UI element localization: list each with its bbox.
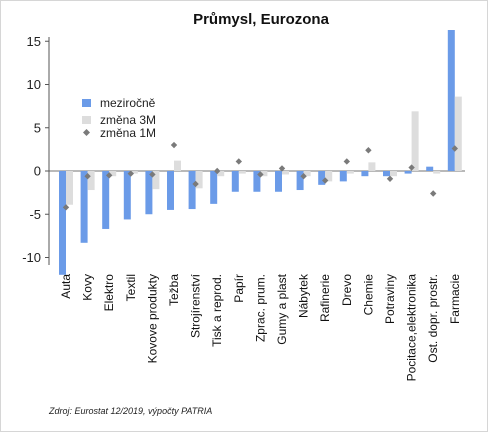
category-label: Kovy	[81, 274, 95, 301]
category-label: Gumy a plast	[275, 273, 289, 344]
bar-zmena-3m	[130, 171, 138, 174]
bar-mezirocne	[59, 171, 66, 275]
bar-mezirocne	[447, 30, 455, 171]
category-label: Papír	[232, 274, 246, 303]
category-label: Textil	[124, 274, 138, 301]
legend-swatch-mezirocne	[82, 99, 91, 107]
category-label: Tisk a reprod.	[210, 274, 224, 347]
y-tick-label: -5	[29, 207, 41, 222]
bar-zmena-3m	[346, 171, 354, 174]
point-zmena-1m	[430, 190, 437, 197]
legend-marker-zmena-1m	[83, 129, 90, 136]
legend-label-zmena-3m: změna 3M	[100, 113, 156, 127]
bar-mezirocne	[275, 171, 282, 192]
source-note: Zdroj: Eurostat 12/2019, výpočty PATRIA	[48, 406, 212, 416]
category-labels: Auta Kovy Elektro Textil Kovove produkty Težb…	[59, 273, 462, 381]
bar-zmena-3m	[260, 171, 268, 177]
category-label: Drevo	[340, 274, 354, 306]
legend-label-zmena-1m: změna 1M	[100, 126, 156, 140]
bar-zmena-3m	[303, 171, 311, 177]
point-zmena-1m	[106, 172, 113, 179]
point-zmena-1m	[365, 147, 372, 154]
point-zmena-1m	[84, 172, 91, 180]
bar-zmena-3m	[217, 171, 225, 177]
point-zmena-1m	[386, 175, 394, 182]
category-label: Elektro	[102, 274, 116, 312]
bar-mezirocne	[383, 171, 390, 177]
category-label: Zprac. prum.	[253, 274, 267, 342]
point-zmena-1m	[257, 171, 264, 178]
category-label: Težba	[167, 274, 181, 306]
legend-label-mezirocne: meziročně	[100, 96, 156, 110]
bar-mezirocne	[167, 171, 174, 210]
bar-zmena-3m	[195, 171, 203, 189]
bar-zmena-3m	[325, 171, 333, 182]
bar-zmena-3m	[109, 171, 117, 177]
bar-mezirocne	[231, 171, 239, 192]
point-zmena-1m	[214, 167, 221, 175]
category-label: Potraviny	[383, 274, 397, 324]
bar-mezirocne	[361, 171, 369, 177]
category-label: Strojírenství	[189, 273, 203, 338]
category-label: Farmacie	[448, 274, 462, 324]
bar-mezirocne	[123, 171, 131, 220]
bar-zmena-3m	[282, 171, 289, 175]
category-label: Ost. dopr. prostr.	[426, 274, 440, 363]
category-label: Auta	[59, 274, 73, 299]
bar-zmena-3m	[66, 171, 73, 205]
bar-zmena-3m	[152, 171, 160, 190]
chart-title: Průmysl, Eurozona	[193, 11, 330, 28]
point-zmena-1m	[300, 172, 307, 180]
point-zmena-1m	[408, 164, 415, 171]
legend: meziročně změna 3M změna 1M	[82, 96, 156, 140]
bar-zmena-3m	[87, 171, 95, 191]
y-tick-label: -10	[22, 250, 41, 265]
bar-mezirocne	[426, 166, 434, 171]
point-zmena-1m	[278, 165, 286, 172]
point-zmena-1m	[149, 171, 156, 178]
bar-mezirocne	[102, 171, 110, 229]
bar-zmena-3m	[454, 96, 462, 171]
bar-zmena-3m	[411, 111, 419, 171]
bar-mezirocne	[210, 171, 218, 204]
bar-mezirocne	[145, 171, 153, 215]
point-zmena-1m	[451, 145, 458, 152]
category-label: Chemie	[361, 274, 375, 316]
point-zmena-1m	[62, 204, 70, 211]
point-zmena-1m	[235, 158, 242, 165]
bar-zmena-3m	[174, 160, 181, 171]
point-zmena-1m	[343, 158, 350, 165]
bar-zmena-3m	[368, 162, 376, 171]
bar-zmena-3m	[433, 171, 441, 174]
bars	[59, 30, 462, 275]
points	[62, 141, 458, 211]
y-ticks: 15 10 5 0 -5 -10	[22, 34, 49, 265]
point-zmena-1m	[170, 141, 178, 149]
bar-mezirocne	[318, 171, 326, 185]
bar-zmena-3m	[390, 171, 397, 177]
legend-swatch-zmena-3m	[82, 116, 91, 124]
bar-mezirocne	[188, 171, 196, 210]
bar-mezirocne	[296, 171, 304, 191]
point-zmena-1m	[127, 170, 134, 177]
y-tick-label: 10	[27, 77, 41, 92]
bar-mezirocne	[339, 171, 347, 182]
y-tick-label: 15	[27, 34, 41, 49]
category-label: Rafinerie	[318, 274, 332, 322]
bar-zmena-3m	[238, 171, 246, 174]
point-zmena-1m	[192, 180, 199, 188]
point-zmena-1m	[322, 177, 329, 184]
bar-mezirocne	[253, 171, 261, 192]
bar-mezirocne	[80, 171, 88, 243]
category-label: Nábytek	[297, 273, 311, 318]
y-tick-label: 0	[34, 164, 41, 179]
category-label: Kovove produkty	[145, 274, 159, 363]
category-label: Pocitace,elektronika	[405, 274, 419, 382]
y-tick-label: 5	[34, 120, 41, 135]
bar-mezirocne	[404, 171, 412, 174]
